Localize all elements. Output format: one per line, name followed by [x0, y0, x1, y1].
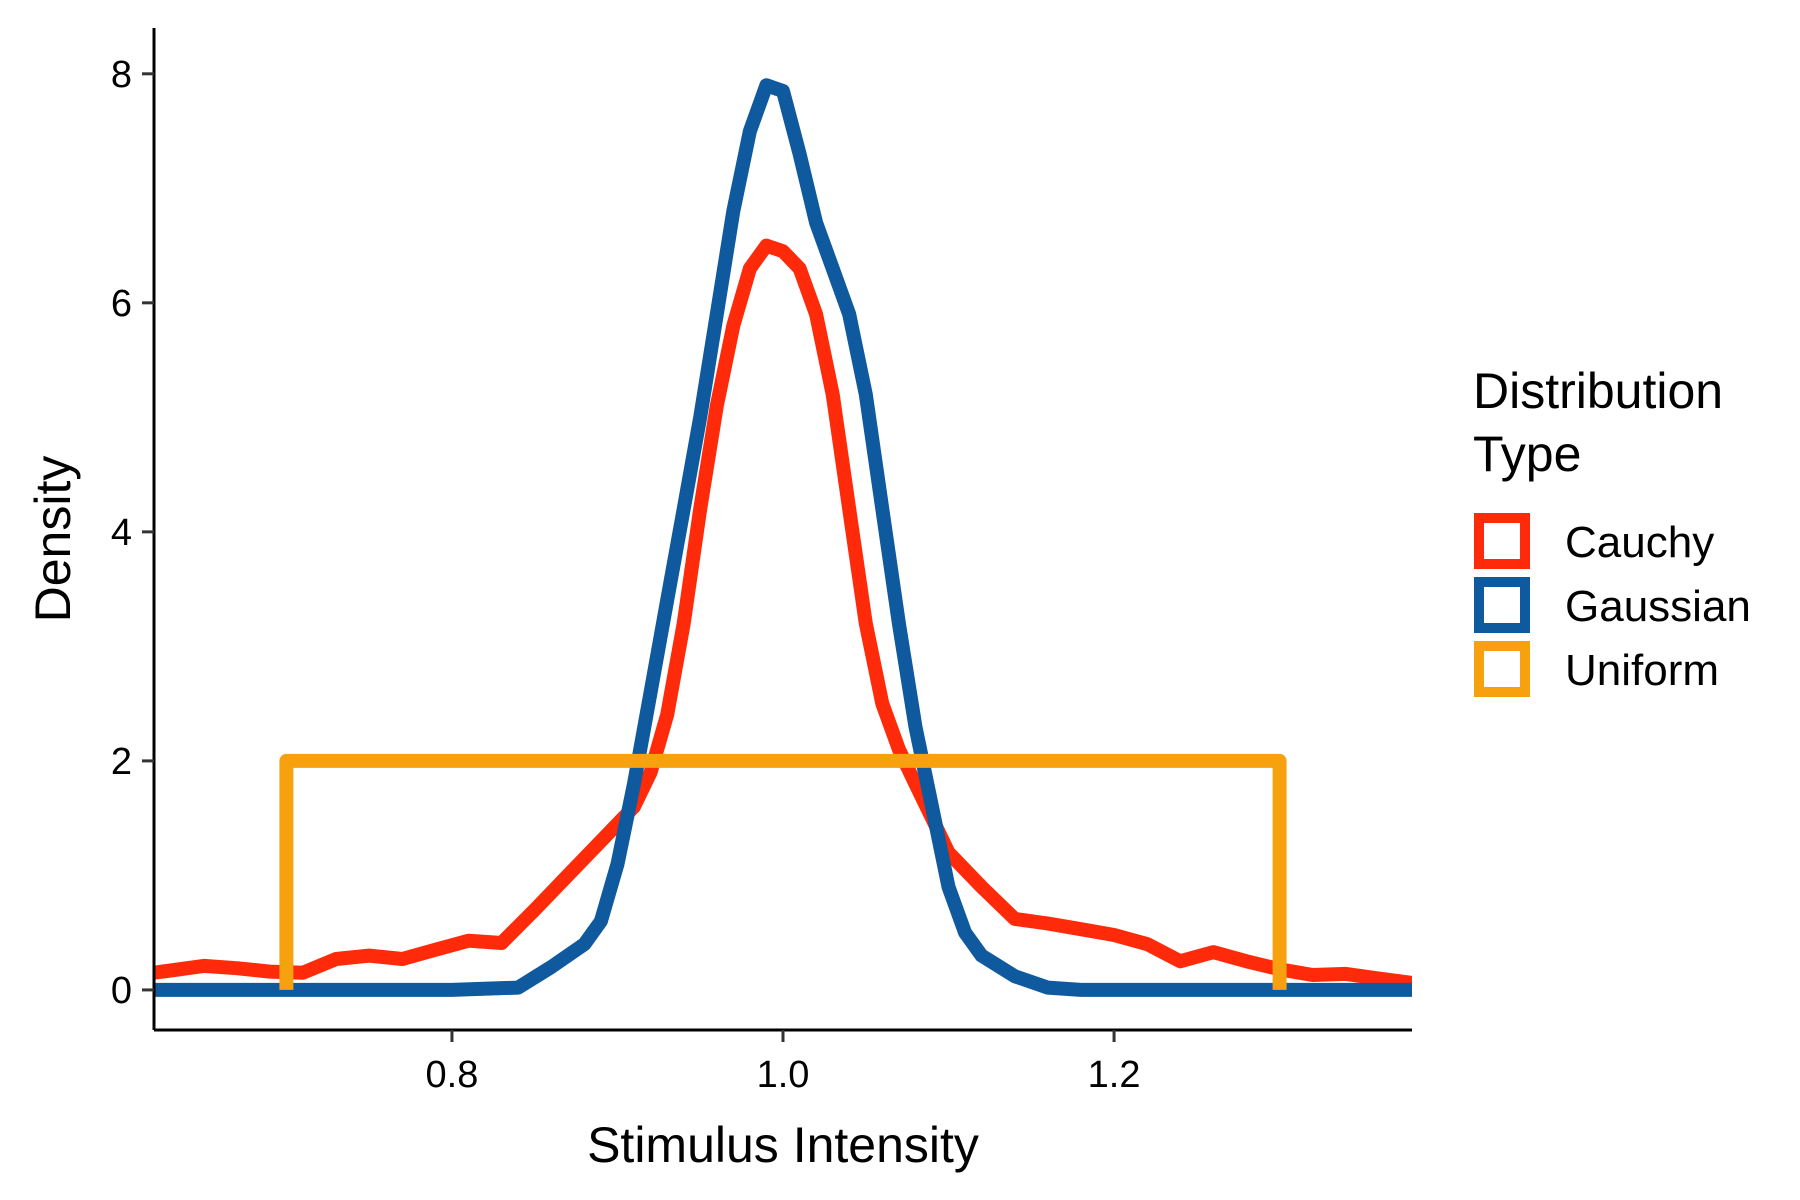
- legend-title-line: Type: [1473, 426, 1581, 482]
- y-tick-label: 6: [111, 283, 132, 325]
- legend: Distribution Type Cauchy Gaussian Uniform: [1473, 363, 1751, 697]
- x-axis-title: Stimulus Intensity: [587, 1117, 979, 1173]
- x-tick-label: 1.2: [1088, 1054, 1141, 1096]
- x-tick-label: 0.8: [426, 1054, 479, 1096]
- series-line-gaussian: [154, 78, 1412, 997]
- y-axis-title: Density: [25, 456, 81, 623]
- y-tick-label: 2: [111, 741, 132, 783]
- legend-label-gaussian: Gaussian: [1565, 582, 1751, 631]
- y-tick-label: 4: [111, 512, 132, 554]
- legend-key-cauchy: [1474, 513, 1530, 569]
- x-tick-label: 1.0: [757, 1054, 810, 1096]
- series-line-cauchy: [154, 238, 1412, 990]
- axes-layer: [152, 28, 1412, 1032]
- legend-key-gaussian: [1474, 577, 1530, 633]
- series-layer: [154, 78, 1412, 997]
- series-line-uniform: [279, 753, 1287, 990]
- legend-title-line: Distribution: [1473, 363, 1723, 419]
- legend-key-uniform: [1474, 641, 1530, 697]
- y-tick-label: 8: [111, 54, 132, 96]
- legend-label-uniform: Uniform: [1565, 646, 1719, 695]
- y-tick-label: 0: [111, 970, 132, 1012]
- legend-label-cauchy: Cauchy: [1565, 518, 1714, 567]
- ticks-layer: 0.8 1.0 1.2 0 2 4 6 8: [111, 54, 1141, 1096]
